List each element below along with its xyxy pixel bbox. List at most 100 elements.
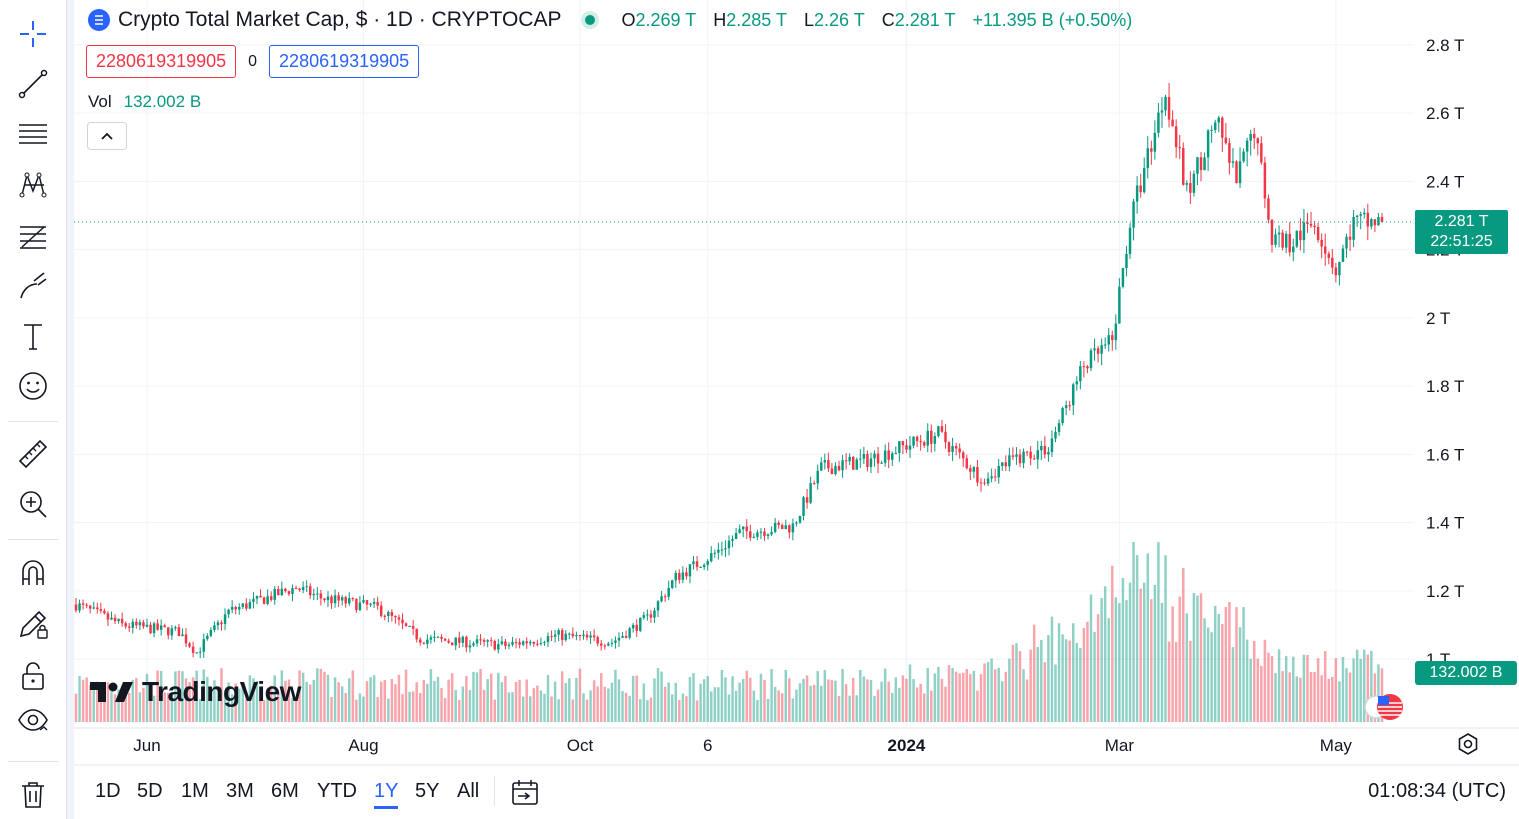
value-box-left[interactable]: 2280619319905 [86, 45, 237, 78]
candlestick-chart[interactable]: 2.8 T2.6 T2.4 T2.2 T2 T1.8 T1.6 T1.4 T1.… [74, 0, 1519, 764]
value-box-right[interactable]: 2280619319905 [269, 45, 420, 78]
x-tick-label: 2024 [888, 736, 926, 755]
candle-body [731, 539, 734, 541]
volume-bar [894, 677, 898, 722]
candle-body [379, 605, 383, 616]
candle-body [397, 617, 401, 620]
candle-body [752, 536, 756, 538]
volume-bar [184, 678, 188, 722]
volume-bar [142, 687, 145, 722]
candle-body [177, 627, 181, 637]
range-5d[interactable]: 5D [137, 780, 163, 802]
utc-clock[interactable]: 01:08:34 (UTC) [1368, 780, 1506, 802]
range-5y[interactable]: 5Y [415, 780, 440, 802]
fib-icon[interactable] [13, 216, 53, 256]
candle-body [387, 612, 390, 616]
lock-icon[interactable] [13, 656, 53, 696]
volume-bar [1221, 624, 1224, 722]
candle-body [443, 638, 447, 641]
volume-bar [582, 693, 585, 722]
candle-body [582, 634, 585, 637]
volume-bar [1295, 676, 1299, 722]
magnet-icon[interactable] [13, 552, 53, 592]
candle-body [348, 598, 351, 604]
candle-body [543, 642, 546, 644]
candle-body [1245, 140, 1249, 152]
volume-bar [631, 675, 635, 722]
trash-icon[interactable] [13, 774, 53, 814]
volume-bar [1224, 607, 1228, 722]
range-6m[interactable]: 6M [271, 780, 299, 802]
brush-icon[interactable] [13, 266, 53, 306]
range-1y[interactable]: 1Y [374, 780, 399, 809]
candle-body [791, 523, 795, 533]
candle-body [702, 564, 706, 568]
volume-tag: 132.002 B [1415, 661, 1517, 685]
candle-body [489, 640, 493, 642]
candle-body [532, 641, 536, 644]
candle-body [599, 643, 603, 646]
candle-body [557, 630, 560, 635]
candle-body [1320, 239, 1323, 247]
volume-bar [1352, 658, 1355, 722]
us-flag-icon[interactable] [1364, 690, 1406, 724]
text-icon[interactable] [13, 316, 53, 356]
volume-bar [848, 695, 851, 722]
crosshair-icon[interactable] [13, 14, 53, 54]
volume-bar [976, 690, 979, 722]
volume-bar [759, 673, 763, 722]
volume-bar [1323, 651, 1327, 722]
symbol-title[interactable]: Crypto Total Market Cap, $ · 1D · CRYPTO… [118, 8, 562, 31]
volume-bar [536, 685, 539, 722]
ruler-icon[interactable] [13, 434, 53, 474]
candle-body [944, 431, 947, 443]
candle-body [1252, 133, 1256, 139]
volume-bar [301, 672, 305, 722]
candle-body [550, 636, 553, 638]
candle-body [990, 476, 993, 479]
candle-body [688, 564, 692, 577]
volume-bar [855, 695, 859, 722]
volume-bar [277, 692, 280, 722]
volume-bar [756, 700, 759, 722]
range-1m[interactable]: 1M [181, 780, 209, 802]
pattern-icon[interactable] [13, 164, 53, 204]
trend-line-icon[interactable] [13, 64, 53, 104]
candle-body [816, 470, 819, 484]
volume-bar [319, 668, 323, 722]
range-all[interactable]: All [457, 780, 480, 802]
candle-body [529, 641, 532, 644]
volume-bar [269, 685, 273, 722]
date-range-icon[interactable] [510, 777, 540, 807]
volume-bar [326, 674, 330, 722]
candle-body [1125, 253, 1128, 269]
collapse-legend-button[interactable] [87, 122, 127, 150]
range-3m[interactable]: 3M [226, 780, 254, 802]
volume-bar [965, 669, 969, 722]
volume-bar [195, 670, 198, 722]
gear-icon[interactable] [1456, 732, 1480, 756]
lock-pencil-icon[interactable] [13, 604, 53, 644]
volume-bar [933, 673, 937, 722]
horizontal-lines-icon[interactable] [13, 114, 53, 154]
candle-body [1050, 438, 1054, 453]
eye-icon[interactable] [13, 700, 53, 740]
volume-bar [745, 670, 748, 722]
volume-bar [1210, 632, 1213, 722]
volume-bar [521, 696, 525, 722]
range-ytd[interactable]: YTD [317, 780, 357, 802]
candle-body [809, 483, 812, 503]
zoom-in-icon[interactable] [13, 484, 53, 524]
volume-bar [450, 673, 454, 722]
candle-body [142, 622, 145, 627]
volume-bar [635, 675, 638, 722]
tradingview-logo[interactable]: TradingView [90, 676, 301, 708]
volume-bar [1242, 607, 1245, 722]
emoji-icon[interactable] [13, 366, 53, 406]
volume-bar [1213, 605, 1217, 722]
candle-body [163, 625, 166, 628]
candle-body [92, 607, 95, 609]
range-1d[interactable]: 1D [95, 780, 121, 802]
candle-body [245, 603, 248, 609]
symbol-icon [88, 9, 110, 31]
